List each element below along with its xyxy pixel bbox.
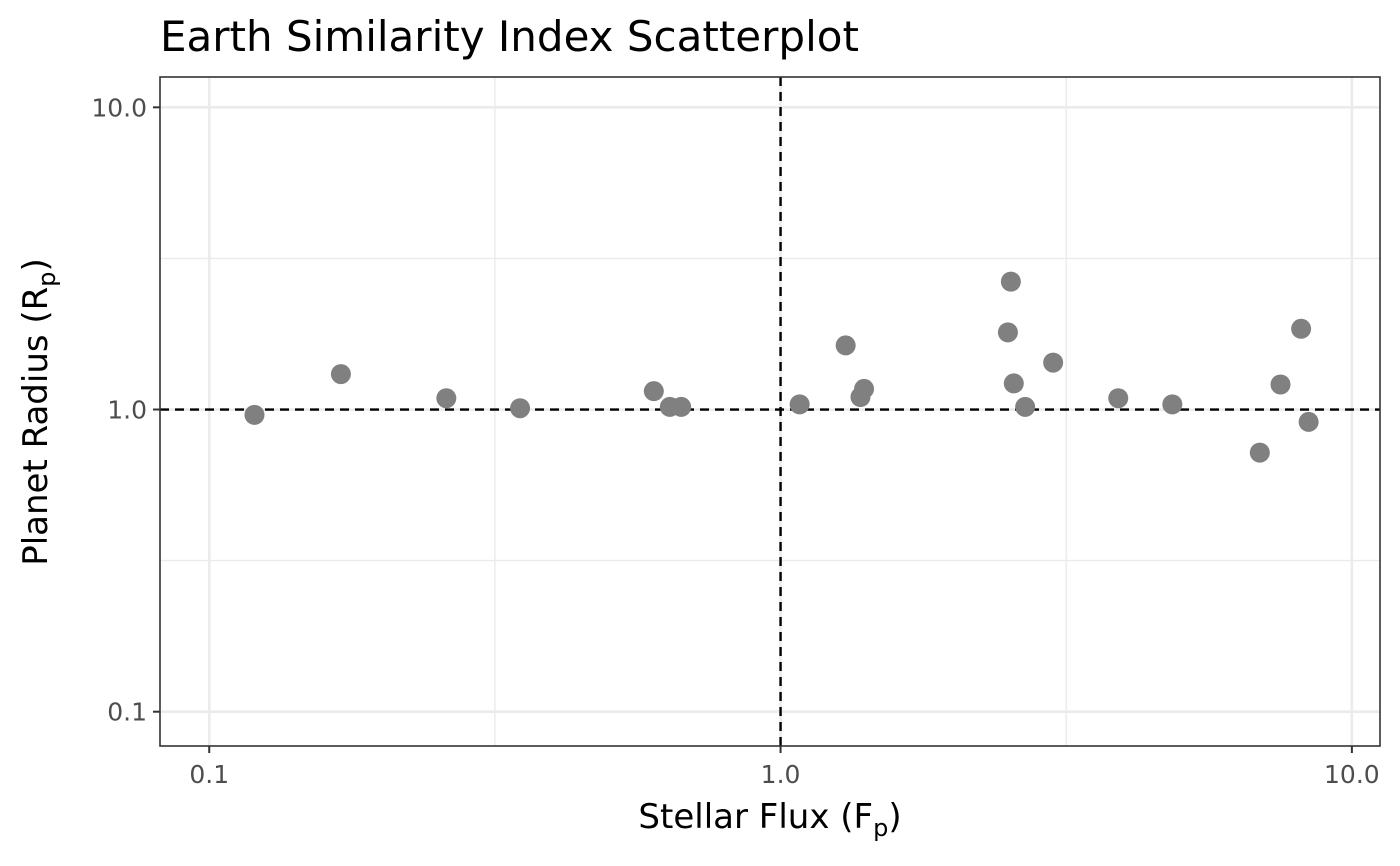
data-point [789, 394, 810, 415]
x-axis: 0.1 1.0 10.0 [189, 746, 1380, 789]
y-tick-label: 10.0 [91, 93, 147, 122]
y-tick-label: 0.1 [107, 698, 147, 727]
x-axis-title-end: ) [888, 797, 901, 837]
data-point [1000, 271, 1021, 292]
data-point [854, 378, 875, 399]
data-point [671, 396, 692, 417]
data-point [1298, 411, 1319, 432]
x-tick-label: 1.0 [761, 760, 801, 789]
x-axis-title: Stellar Flux (Fp) [638, 797, 901, 842]
data-point [1043, 352, 1064, 373]
data-point [997, 322, 1018, 343]
y-axis-title: Planet Radius (Rp) [16, 258, 61, 566]
chart-title: Earth Similarity Index Scatterplot [160, 12, 859, 61]
data-point [244, 404, 265, 425]
y-axis: 0.1 1.0 10.0 [91, 93, 160, 727]
y-tick-label: 1.0 [107, 396, 147, 425]
data-point [1003, 373, 1024, 394]
reference-lines [160, 77, 1380, 746]
y-axis-title-main: Planet Radius (R [16, 287, 56, 566]
data-point [1015, 396, 1036, 417]
data-point [835, 335, 856, 356]
grid [160, 77, 1380, 746]
data-point [1162, 394, 1183, 415]
x-tick-label: 0.1 [189, 760, 229, 789]
data-point [643, 381, 664, 402]
data-point [1108, 388, 1129, 409]
y-axis-title-end: ) [16, 258, 56, 271]
plot-panel [159, 76, 1381, 747]
data-points [244, 271, 1319, 463]
data-point [1249, 442, 1270, 463]
x-tick-label: 10.0 [1324, 760, 1380, 789]
data-point [436, 388, 457, 409]
x-axis-title-subscript: p [873, 814, 888, 842]
data-point [1291, 318, 1312, 339]
data-point [1270, 374, 1291, 395]
data-point [510, 398, 531, 419]
x-axis-title-main: Stellar Flux (F [638, 797, 873, 837]
y-axis-title-subscript: p [33, 271, 61, 286]
data-point [330, 364, 351, 385]
